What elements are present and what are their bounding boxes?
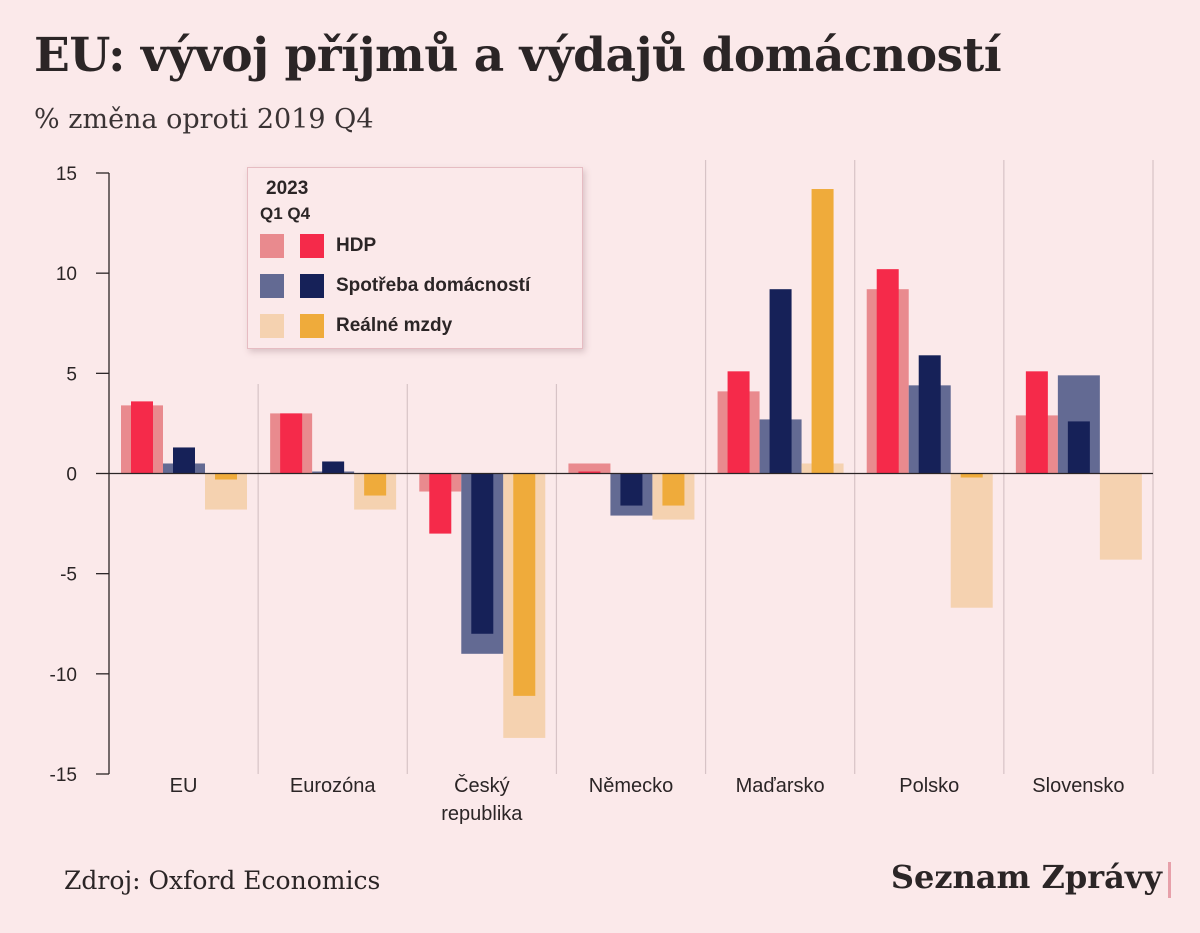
bar-hdp-q4 xyxy=(578,471,601,474)
legend-swatch-spotreba-q4 xyxy=(300,274,324,298)
chart-subtitle: % změna oproti 2019 Q4 xyxy=(34,104,374,135)
legend-swatch-mzdy-q4 xyxy=(300,314,324,338)
x-tick-label: Eurozóna xyxy=(290,775,376,797)
y-tick-label: -5 xyxy=(60,565,77,586)
bar-hdp-q4 xyxy=(280,413,303,474)
source-note: Zdroj: Oxford Economics xyxy=(64,866,381,895)
x-tick-label: Německo xyxy=(589,775,673,797)
bar-hdp-q4 xyxy=(131,401,153,474)
legend-swatch-hdp-q1 xyxy=(260,234,284,258)
bar-spotreba-q4 xyxy=(918,355,941,474)
x-tick-label: Slovensko xyxy=(1032,775,1124,797)
legend-label-mzdy: Reálné mzdy xyxy=(336,315,453,336)
bar-hdp-q4 xyxy=(876,269,899,474)
bar-mzdy-q4 xyxy=(215,473,237,480)
bar-mzdy-q1 xyxy=(950,473,993,608)
y-tick-label: 10 xyxy=(56,264,77,285)
bar-spotreba-q4 xyxy=(769,289,792,474)
bar-spotreba-q4 xyxy=(1067,421,1090,474)
legend-swatch-spotreba-q1 xyxy=(260,274,284,298)
bar-mzdy-q4 xyxy=(662,473,685,506)
bar-spotreba-q4 xyxy=(471,473,494,634)
x-tick-label: Maďarsko xyxy=(736,775,825,797)
x-tick-label: EU xyxy=(170,775,198,797)
bar-hdp-q4 xyxy=(429,473,452,534)
y-tick-label: -10 xyxy=(50,665,77,686)
bar-hdp-q1 xyxy=(568,463,611,474)
x-tick-label: republika xyxy=(441,803,523,825)
bar-spotreba-q4 xyxy=(322,461,345,474)
bar-hdp-q4 xyxy=(1025,371,1048,474)
x-tick-label: Polsko xyxy=(899,775,959,797)
legend-label-spotreba: Spotřeba domácností xyxy=(336,275,531,296)
x-tick-label: Český xyxy=(454,774,510,797)
legend-quarters: Q1 Q4 xyxy=(260,204,311,223)
y-tick-label: 15 xyxy=(56,164,77,185)
legend-swatch-mzdy-q1 xyxy=(260,314,284,338)
y-tick-label: 0 xyxy=(66,465,77,486)
bar-mzdy-q4 xyxy=(513,473,536,696)
legend-year: 2023 xyxy=(266,178,309,199)
brand-accent-bar xyxy=(1168,862,1171,898)
bar-hdp-q4 xyxy=(727,371,750,474)
bar-mzdy-q4 xyxy=(960,473,983,478)
bar-mzdy-q1 xyxy=(1099,473,1142,560)
y-tick-label: -15 xyxy=(50,765,77,786)
bar-mzdy-q4 xyxy=(364,473,387,496)
bar-mzdy-q4 xyxy=(811,189,834,474)
bar-chart: 15 10 5 0 -5 -10 -15 EU Eurozóna Český republika Ně… xyxy=(50,160,1154,825)
chart-title: EU: vývoj příjmů a výdajů domácností xyxy=(34,28,1002,83)
legend-label-hdp: HDP xyxy=(336,235,377,256)
bar-spotreba-q4 xyxy=(620,473,643,506)
chart-legend: 2023 Q1 Q4 HDP Spotřeba domácností Reáln… xyxy=(247,167,583,349)
y-tick-label: 5 xyxy=(66,364,77,385)
legend-swatch-hdp-q4 xyxy=(300,234,324,258)
brand-logo: Seznam Zprávy xyxy=(890,858,1162,896)
bar-spotreba-q4 xyxy=(173,447,195,474)
